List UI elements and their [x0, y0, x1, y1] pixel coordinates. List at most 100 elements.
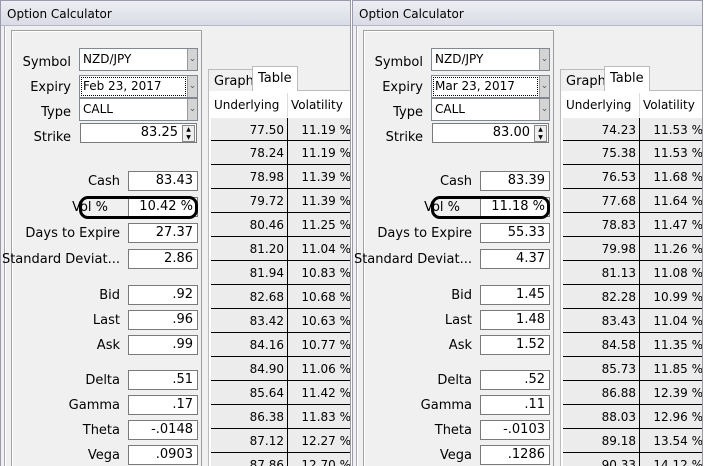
spinner-arrows-icon[interactable]: ▲ ▼	[534, 125, 547, 142]
column-header-underlying[interactable]: Underlying	[563, 93, 639, 117]
last-field[interactable]: .96	[128, 310, 198, 330]
table-row[interactable]: 87.86 12.70 %	[211, 453, 350, 466]
symbol-label: Symbol	[22, 55, 71, 70]
ask-field[interactable]: .99	[128, 335, 198, 355]
chevron-down-icon[interactable]: ⌄	[539, 76, 549, 97]
table-row[interactable]: 86.38 11.83 %	[211, 405, 350, 429]
underlying-cell: 86.38	[249, 410, 284, 424]
underlying-cell: 82.28	[601, 290, 636, 304]
chevron-down-icon[interactable]: ⌄	[539, 49, 549, 70]
table-row[interactable]: 78.98 11.39 %	[211, 165, 350, 189]
parameters-panel	[363, 30, 554, 466]
chevron-down-icon[interactable]: ⌄	[539, 99, 549, 120]
theta-label: Theta	[82, 423, 120, 438]
table-row[interactable]: 77.68 11.64 %	[563, 189, 702, 213]
expiry-select[interactable]: Feb 23, 2017 ⌄	[79, 75, 198, 98]
underlying-cell: 78.83	[601, 218, 636, 232]
table-row[interactable]: 78.24 11.19 %	[211, 141, 350, 165]
table-row[interactable]: 77.50 11.19 %	[211, 117, 350, 142]
volatility-cell: 11.25 %	[287, 213, 350, 237]
vega-field[interactable]: .1286	[480, 445, 550, 465]
strike-stepper[interactable]: 83.25 ▲ ▼	[80, 123, 197, 143]
tab-graph[interactable]: Graph	[560, 69, 612, 91]
standard-deviat-label: Standard Deviat...	[353, 252, 472, 267]
gamma-field[interactable]: .17	[128, 395, 198, 415]
delta-field[interactable]: .51	[128, 370, 198, 390]
table-row[interactable]: 88.03 12.96 %	[563, 405, 702, 429]
table-row[interactable]: 83.42 10.63 %	[211, 309, 350, 333]
table-row[interactable]: 83.43 11.04 %	[563, 309, 702, 333]
expiry-value: Feb 23, 2017	[83, 79, 162, 93]
tab-table[interactable]: Table	[604, 66, 650, 91]
chevron-down-icon[interactable]: ⌄	[187, 76, 197, 97]
table-row[interactable]: 82.68 10.68 %	[211, 285, 350, 309]
chevron-down-icon[interactable]: ⌄	[187, 99, 197, 120]
table-row[interactable]: 79.72 11.39 %	[211, 189, 350, 213]
table-row[interactable]: 75.38 11.53 %	[563, 141, 702, 165]
bid-field[interactable]: .92	[128, 285, 198, 305]
option-calculator-window: Option Calculator Symbol NZD/JPY ⌄ Expiry…	[352, 0, 703, 466]
volatility-cell: 11.04 %	[287, 237, 350, 261]
type-value: CALL	[83, 102, 113, 116]
table-row[interactable]: 90.33 14.12 %	[563, 453, 702, 466]
tab-graph[interactable]: Graph	[208, 69, 260, 91]
volatility-cell: 11.35 %	[639, 333, 702, 357]
volatility-cell: 11.19 %	[287, 118, 350, 142]
table-row[interactable]: 79.98 11.26 %	[563, 237, 702, 261]
type-select[interactable]: CALL ⌄	[79, 98, 198, 121]
tab-table[interactable]: Table	[252, 66, 298, 91]
days-to-expire-field[interactable]: 55.33	[480, 223, 550, 243]
bid-field[interactable]: 1.45	[480, 285, 550, 305]
ask-field[interactable]: 1.52	[480, 335, 550, 355]
strike-stepper[interactable]: 83.00 ▲ ▼	[432, 123, 549, 143]
gamma-field[interactable]: .11	[480, 395, 550, 415]
table-row[interactable]: 80.46 11.25 %	[211, 213, 350, 237]
spinner-arrows-icon[interactable]: ▲ ▼	[182, 125, 195, 142]
cash-field[interactable]: 83.43	[128, 171, 198, 191]
table-row[interactable]: 78.83 11.47 %	[563, 213, 702, 237]
table-row[interactable]: 82.28 10.99 %	[563, 285, 702, 309]
column-header-volatility[interactable]: Volatility	[287, 93, 350, 117]
vega-field[interactable]: .0903	[128, 445, 198, 465]
last-label: Last	[444, 313, 472, 328]
expiry-select[interactable]: Mar 23, 2017 ⌄	[431, 75, 550, 98]
last-field[interactable]: 1.48	[480, 310, 550, 330]
column-header-underlying[interactable]: Underlying	[211, 93, 287, 117]
table-row[interactable]: 76.53 11.68 %	[563, 165, 702, 189]
underlying-cell: 83.42	[249, 314, 284, 328]
chevron-down-icon[interactable]: ⌄	[187, 49, 197, 70]
type-select[interactable]: CALL ⌄	[431, 98, 550, 121]
table-row[interactable]: 81.20 11.04 %	[211, 237, 350, 261]
symbol-select[interactable]: NZD/JPY ⌄	[431, 48, 550, 71]
underlying-cell: 85.64	[249, 386, 284, 400]
standard-deviat-field[interactable]: 2.86	[128, 249, 198, 269]
title-bar[interactable]: Option Calculator	[353, 1, 702, 26]
table-row[interactable]: 85.64 11.42 %	[211, 381, 350, 405]
table-row[interactable]: 89.18 13.54 %	[563, 429, 702, 453]
table-row[interactable]: 84.90 11.06 %	[211, 357, 350, 381]
gamma-label: Gamma	[420, 398, 472, 413]
table-row[interactable]: 85.73 11.85 %	[563, 357, 702, 381]
table-row[interactable]: 81.94 10.83 %	[211, 261, 350, 285]
theta-field[interactable]: -.0148	[128, 420, 198, 440]
table-row[interactable]: 81.13 11.08 %	[563, 261, 702, 285]
underlying-cell: 87.86	[249, 458, 284, 466]
underlying-cell: 74.23	[601, 123, 636, 137]
table-row[interactable]: 74.23 11.53 %	[563, 117, 702, 142]
standard-deviat-field[interactable]: 4.37	[480, 249, 550, 269]
table-row[interactable]: 87.12 12.27 %	[211, 429, 350, 453]
standard-deviat-label: Standard Deviat...	[1, 252, 120, 267]
table-row[interactable]: 84.16 10.77 %	[211, 333, 350, 357]
strike-label: Strike	[33, 130, 71, 145]
delta-field[interactable]: .52	[480, 370, 550, 390]
volatility-cell: 11.39 %	[287, 189, 350, 213]
column-header-volatility[interactable]: Volatility	[639, 93, 702, 117]
table-row[interactable]: 86.88 12.39 %	[563, 381, 702, 405]
theta-field[interactable]: -.0103	[480, 420, 550, 440]
cash-field[interactable]: 83.39	[480, 171, 550, 191]
volatility-cell: 11.85 %	[639, 357, 702, 381]
title-bar[interactable]: Option Calculator	[1, 1, 350, 26]
symbol-select[interactable]: NZD/JPY ⌄	[79, 48, 198, 71]
days-to-expire-field[interactable]: 27.37	[128, 223, 198, 243]
table-row[interactable]: 84.58 11.35 %	[563, 333, 702, 357]
